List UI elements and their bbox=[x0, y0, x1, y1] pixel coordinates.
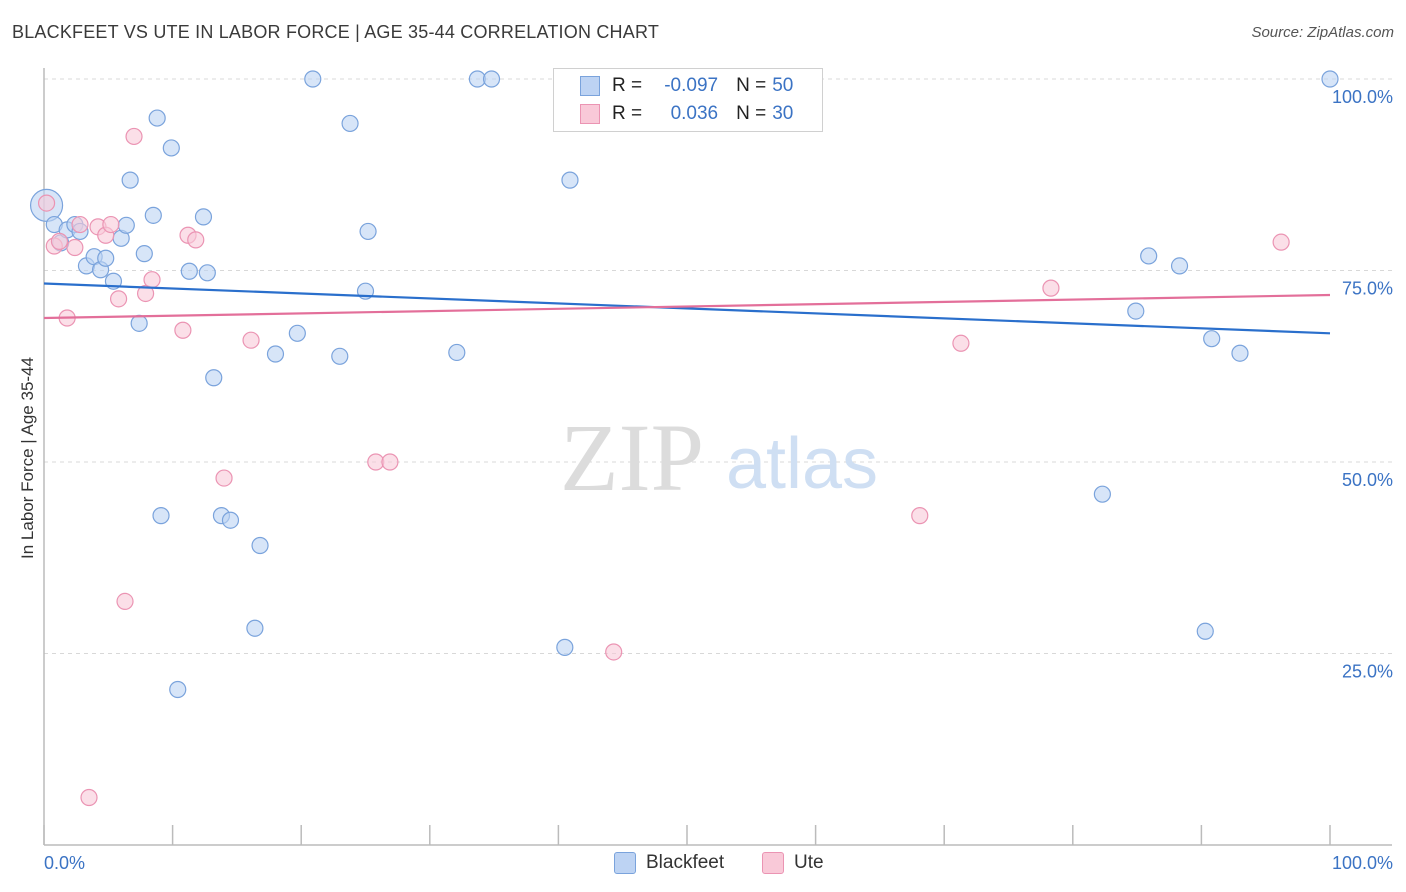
y-tick-label: 25.0% bbox=[1342, 662, 1393, 682]
data-point-blackfeet bbox=[97, 249, 115, 267]
data-point-ute bbox=[102, 215, 120, 234]
chart-title: BLACKFEET VS UTE IN LABOR FORCE | AGE 35… bbox=[12, 22, 660, 42]
y-tick-label: 50.0% bbox=[1342, 470, 1393, 490]
data-point-blackfeet bbox=[144, 206, 162, 224]
legend-swatch-blackfeet bbox=[614, 852, 636, 874]
data-point-ute bbox=[71, 215, 89, 234]
x-tick-label: 0.0% bbox=[44, 853, 85, 873]
data-point-blackfeet bbox=[117, 216, 135, 234]
data-point-blackfeet bbox=[169, 680, 187, 699]
trend-line-blackfeet bbox=[43, 282, 1331, 335]
data-point-blackfeet bbox=[1196, 622, 1214, 640]
data-point-blackfeet bbox=[448, 343, 466, 362]
data-point-ute bbox=[187, 231, 205, 249]
data-point-blackfeet bbox=[561, 171, 579, 189]
legend-n-label: N = bbox=[736, 75, 767, 96]
legend-item-ute[interactable]: Ute bbox=[762, 852, 824, 874]
legend-swatch-ute bbox=[580, 104, 600, 124]
series-blackfeet bbox=[29, 70, 1339, 699]
legend-n-value: 30 bbox=[772, 103, 794, 124]
data-point-blackfeet bbox=[198, 264, 216, 282]
legend-r-label: R = bbox=[612, 75, 643, 96]
legend-r-label: R = bbox=[612, 103, 643, 124]
data-point-blackfeet bbox=[135, 245, 153, 263]
data-point-ute bbox=[66, 238, 84, 257]
data-point-blackfeet bbox=[246, 619, 264, 637]
data-point-blackfeet bbox=[121, 171, 139, 189]
gridlines bbox=[44, 78, 1392, 654]
data-point-ute bbox=[952, 334, 970, 352]
data-point-blackfeet bbox=[1231, 344, 1249, 362]
data-point-blackfeet bbox=[304, 70, 322, 88]
data-point-ute bbox=[143, 271, 161, 289]
data-point-blackfeet bbox=[194, 208, 213, 226]
data-point-ute bbox=[381, 453, 399, 471]
series-legend: Blackfeet Ute bbox=[0, 852, 1406, 878]
data-point-blackfeet bbox=[359, 222, 377, 241]
data-point-ute bbox=[1042, 279, 1060, 297]
source-credit: Source: ZipAtlas.com bbox=[1251, 24, 1394, 41]
trend-lines bbox=[43, 282, 1331, 335]
data-point-blackfeet bbox=[288, 324, 306, 342]
data-point-ute bbox=[136, 284, 155, 303]
axes bbox=[43, 68, 1392, 846]
data-point-ute bbox=[116, 592, 134, 611]
legend-r-value: -0.097 bbox=[664, 75, 719, 96]
data-point-blackfeet bbox=[148, 109, 166, 127]
legend-swatch-ute bbox=[762, 852, 784, 874]
legend-item-blackfeet[interactable]: Blackfeet bbox=[614, 852, 724, 874]
data-point-ute bbox=[174, 321, 192, 339]
legend-row-ute: R = 0.036 N = 30 bbox=[580, 101, 793, 127]
data-point-blackfeet bbox=[556, 638, 574, 656]
data-point-blackfeet bbox=[152, 507, 170, 525]
watermark-atlas: atlas bbox=[726, 424, 878, 504]
legend-n-value: 50 bbox=[772, 75, 794, 96]
data-point-ute bbox=[1272, 233, 1290, 251]
legend-label-blackfeet: Blackfeet bbox=[646, 852, 725, 873]
data-point-blackfeet bbox=[266, 345, 285, 363]
correlation-legend: R = -0.097 N = 50 R = 0.036 N = 30 bbox=[553, 68, 823, 132]
data-point-ute bbox=[50, 232, 69, 250]
data-point-blackfeet bbox=[162, 139, 180, 157]
data-point-blackfeet bbox=[331, 347, 349, 365]
data-point-ute bbox=[242, 331, 260, 349]
data-point-blackfeet bbox=[1321, 70, 1339, 88]
data-point-blackfeet bbox=[205, 369, 223, 387]
data-point-ute bbox=[215, 469, 233, 487]
data-point-ute bbox=[109, 290, 128, 308]
legend-r-value: 0.036 bbox=[670, 103, 719, 124]
data-point-blackfeet bbox=[1203, 330, 1221, 348]
legend-row-blackfeet: R = -0.097 N = 50 bbox=[580, 73, 793, 99]
data-point-ute bbox=[911, 507, 929, 525]
watermark-zip: ZIP bbox=[560, 404, 704, 511]
data-point-blackfeet bbox=[1140, 247, 1158, 265]
data-point-blackfeet bbox=[251, 536, 269, 555]
data-point-ute bbox=[125, 127, 143, 146]
data-point-blackfeet bbox=[1093, 485, 1111, 503]
y-axis-label: In Labor Force | Age 35-44 bbox=[18, 357, 37, 559]
data-point-blackfeet bbox=[1127, 302, 1145, 320]
data-point-blackfeet bbox=[221, 511, 240, 529]
data-point-blackfeet bbox=[482, 70, 501, 88]
y-tick-label: 100.0% bbox=[1332, 87, 1393, 107]
data-point-blackfeet bbox=[1170, 257, 1189, 275]
tick-labels: 25.0% 50.0% 75.0% 100.0% 0.0% 100.0% bbox=[44, 87, 1393, 873]
data-point-ute bbox=[605, 643, 623, 661]
data-point-ute bbox=[37, 194, 56, 212]
trend-line-ute bbox=[43, 293, 1331, 320]
legend-swatch-blackfeet bbox=[580, 76, 600, 96]
data-point-blackfeet bbox=[180, 262, 198, 280]
legend-label-ute: Ute bbox=[794, 852, 824, 873]
legend-n-label: N = bbox=[736, 103, 767, 124]
data-point-ute bbox=[80, 788, 98, 807]
data-point-blackfeet bbox=[130, 314, 148, 332]
x-tick-label: 100.0% bbox=[1332, 853, 1393, 873]
y-tick-label: 75.0% bbox=[1342, 279, 1393, 299]
data-point-blackfeet bbox=[341, 114, 359, 133]
